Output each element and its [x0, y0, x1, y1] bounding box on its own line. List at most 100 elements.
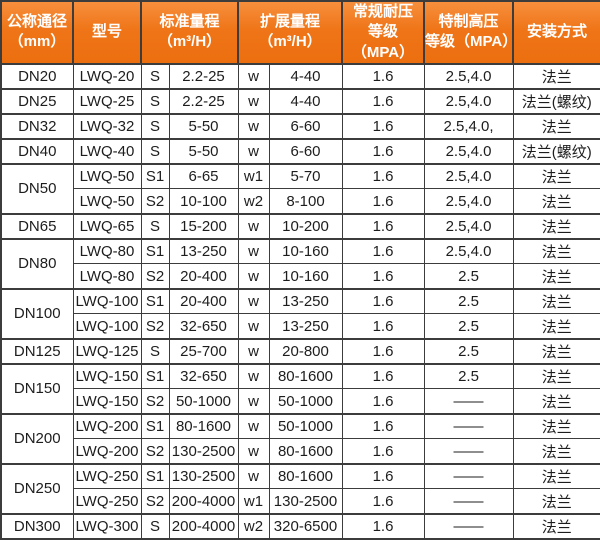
header-line: （m³/H） — [258, 33, 322, 51]
cell-diameter: DN150 — [0, 363, 74, 415]
cell-install: 法兰 — [512, 488, 600, 515]
cell-ext-range: 10-200 — [268, 213, 343, 240]
table-row: DN65 LWQ-65 S 15-200 w 10-200 1.6 2.5,4.0 法兰 — [0, 213, 600, 240]
header-line: 等级（MPA） — [351, 23, 415, 61]
cell-ext-range: 8-100 — [268, 188, 343, 215]
cell-pressure-normal: 1.6 — [341, 513, 425, 540]
table-row: LWQ-50 S2 10-100 w2 8-100 1.6 2.5,4.0 法兰 — [1, 188, 600, 215]
cell-pressure-normal: 1.6 — [341, 88, 425, 115]
table-row: LWQ-100 S2 32-650 w 13-250 1.6 2.5 法兰 — [1, 313, 600, 340]
cell-std-range: 20-400 — [168, 288, 239, 315]
cell-pressure-high: 2.5,4.0 — [423, 88, 514, 115]
cell-install: 法兰 — [512, 188, 600, 215]
cell-std-range: 15-200 — [168, 213, 239, 240]
cell-ext-range: 5-70 — [268, 163, 343, 190]
cell-ext-range: 50-1000 — [268, 388, 343, 415]
cell-std-range: 20-400 — [168, 263, 239, 290]
cell-install: 法兰(螺纹) — [512, 138, 600, 165]
header-line: 常规耐压 — [352, 3, 413, 20]
table-row: LWQ-80 S2 20-400 w 10-160 1.6 2.5 法兰 — [1, 263, 600, 290]
cell-std-range: 25-700 — [168, 338, 239, 365]
cell-pressure-normal: 1.6 — [341, 188, 425, 215]
cell-pressure-high: 2.5 — [423, 338, 514, 365]
cell-std-flag: S1 — [140, 413, 170, 440]
table-header: 公称通径 （mm） 型号 标准量程 （m³/H） 扩展量程 （m³/H） 常规耐压 等级… — [0, 0, 600, 65]
cell-ext-flag: w — [237, 113, 270, 140]
cell-std-range: 13-250 — [168, 238, 239, 265]
table-row: LWQ-250 S2 200-4000 w1 130-2500 1.6 —— 法兰 — [1, 488, 600, 515]
cell-model: LWQ-250 — [72, 463, 142, 490]
cell-model: LWQ-40 — [72, 138, 142, 165]
cell-std-flag: S1 — [140, 463, 170, 490]
cell-ext-flag: w — [237, 63, 270, 90]
cell-ext-range: 4-40 — [268, 63, 343, 90]
cell-model: LWQ-200 — [72, 438, 142, 465]
cell-model: LWQ-80 — [72, 263, 142, 290]
cell-std-flag: S — [140, 138, 170, 165]
cell-model: LWQ-50 — [72, 163, 142, 190]
cell-std-range: 130-2500 — [168, 463, 239, 490]
cell-install: 法兰 — [512, 288, 600, 315]
cell-ext-flag: w — [237, 363, 270, 390]
cell-diameter: DN100 — [0, 288, 74, 340]
cell-pressure-normal: 1.6 — [341, 213, 425, 240]
cell-install: 法兰 — [512, 113, 600, 140]
cell-ext-range: 10-160 — [268, 238, 343, 265]
cell-std-flag: S — [140, 88, 170, 115]
cell-std-range: 50-1000 — [168, 388, 239, 415]
cell-diameter: DN20 — [0, 63, 74, 90]
cell-install: 法兰 — [512, 438, 600, 465]
cell-ext-range: 320-6500 — [268, 513, 343, 540]
cell-model: LWQ-65 — [72, 213, 142, 240]
cell-pressure-high: —— — [423, 463, 514, 490]
cell-pressure-high: 2.5 — [423, 263, 514, 290]
cell-install: 法兰 — [512, 238, 600, 265]
cell-ext-range: 6-60 — [268, 138, 343, 165]
table-row: DN100 LWQ-100 S1 20-400 w 13-250 1.6 2.5 法兰 — [0, 288, 600, 340]
cell-std-flag: S1 — [140, 363, 170, 390]
cell-ext-flag: w — [237, 138, 270, 165]
cell-install: 法兰 — [512, 63, 600, 90]
cell-std-range: 32-650 — [168, 363, 239, 390]
cell-diameter: DN125 — [0, 338, 74, 365]
cell-ext-range: 6-60 — [268, 113, 343, 140]
cell-pressure-high: 2.5,4.0 — [423, 213, 514, 240]
cell-std-range: 200-4000 — [168, 513, 239, 540]
cell-std-flag: S1 — [140, 238, 170, 265]
cell-install: 法兰 — [512, 263, 600, 290]
cell-ext-flag: w — [237, 263, 270, 290]
cell-ext-flag: w — [237, 313, 270, 340]
cell-std-flag: S2 — [140, 313, 170, 340]
cell-ext-flag: w — [237, 213, 270, 240]
cell-pressure-normal: 1.6 — [341, 238, 425, 265]
table-row: LWQ-200 S2 130-2500 w 80-1600 1.6 —— 法兰 — [1, 438, 600, 465]
table-row: DN40 LWQ-40 S 5-50 w 6-60 1.6 2.5,4.0 法兰(螺纹) — [0, 138, 600, 165]
cell-diameter: DN200 — [0, 413, 74, 465]
cell-diameter: DN32 — [0, 113, 74, 140]
cell-std-range: 5-50 — [168, 113, 239, 140]
cell-ext-range: 50-1000 — [268, 413, 343, 440]
cell-install: 法兰 — [512, 313, 600, 340]
cell-install: 法兰 — [512, 463, 600, 490]
cell-model: LWQ-250 — [72, 488, 142, 515]
cell-model: LWQ-150 — [72, 388, 142, 415]
header-line: 等级（MPA） — [425, 33, 518, 51]
cell-std-flag: S — [140, 113, 170, 140]
cell-diameter: DN40 — [0, 138, 74, 165]
table-row: DN32 LWQ-32 S 5-50 w 6-60 1.6 2.5,4.0, 法兰 — [0, 113, 600, 140]
cell-diameter: DN25 — [0, 88, 74, 115]
table-row: LWQ-150 S2 50-1000 w 50-1000 1.6 —— 法兰 — [1, 388, 600, 415]
cell-std-flag: S — [140, 513, 170, 540]
cell-install: 法兰 — [512, 363, 600, 390]
cell-ext-range: 80-1600 — [268, 438, 343, 465]
cell-pressure-normal: 1.6 — [341, 463, 425, 490]
cell-pressure-normal: 1.6 — [341, 438, 425, 465]
cell-install: 法兰 — [512, 163, 600, 190]
table-row: DN150 LWQ-150 S1 32-650 w 80-1600 1.6 2.5 法兰 — [0, 363, 600, 415]
cell-pressure-high: —— — [423, 488, 514, 515]
header-pressure-normal: 常规耐压等级（MPA） — [341, 0, 425, 65]
cell-std-flag: S2 — [140, 188, 170, 215]
cell-pressure-high: 2.5,4.0, — [423, 113, 514, 140]
cell-ext-range: 4-40 — [268, 88, 343, 115]
header-pressure-high: 特制高压 等级（MPA） — [423, 0, 518, 65]
